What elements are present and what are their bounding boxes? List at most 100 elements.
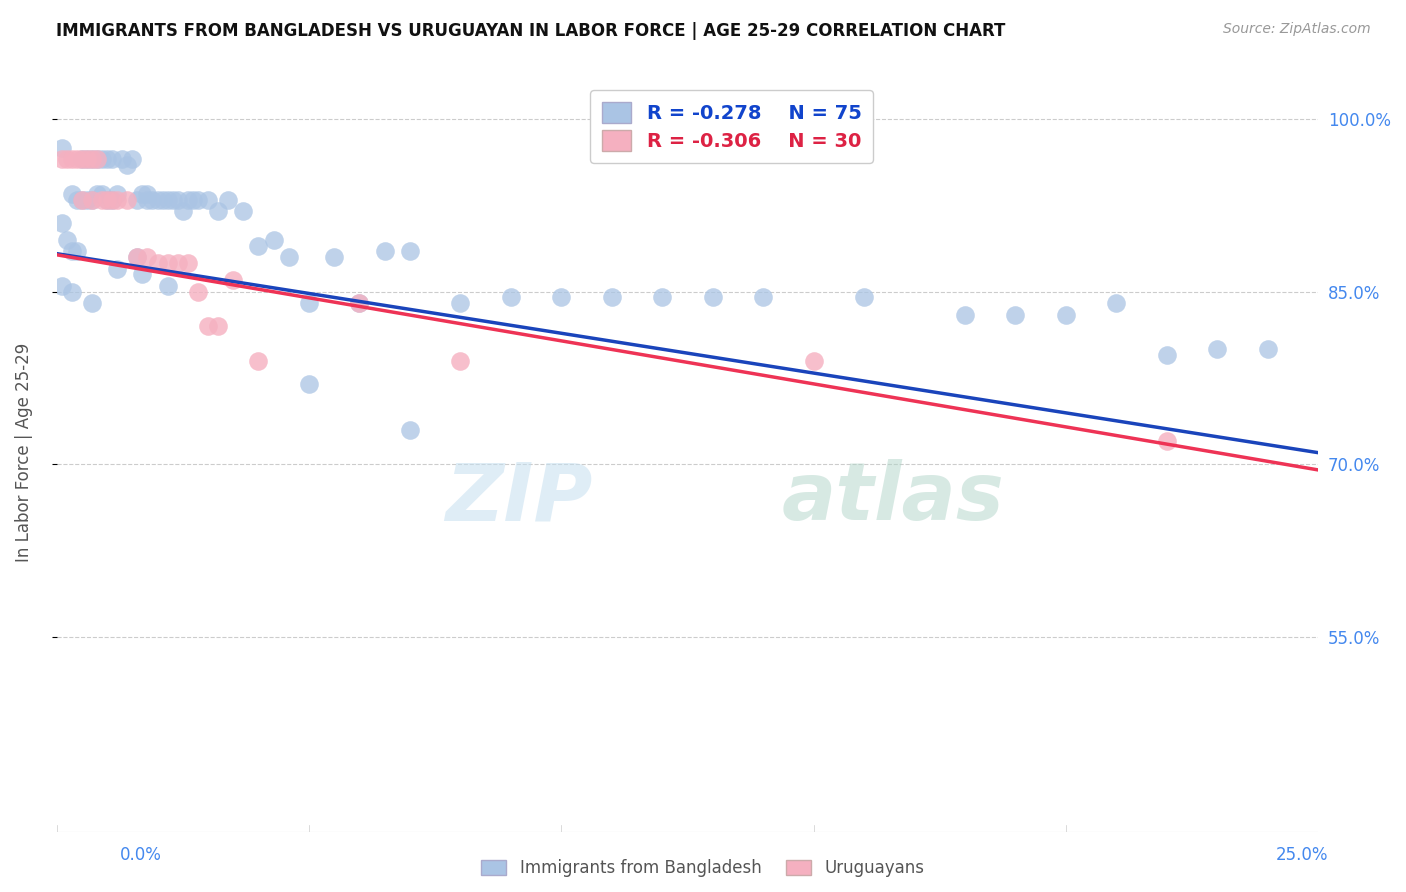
Point: [1257, 342, 1279, 356]
Point: [55, 153, 77, 167]
Point: [702, 290, 724, 304]
Point: [156, 256, 179, 270]
Point: [80, 296, 103, 310]
Point: [80, 193, 103, 207]
Point: [207, 319, 229, 334]
Point: [141, 193, 163, 207]
Point: [136, 193, 159, 207]
Point: [146, 256, 169, 270]
Point: [76, 193, 98, 207]
Point: [51, 153, 73, 167]
Point: [60, 244, 83, 259]
Point: [181, 193, 204, 207]
Point: [651, 290, 673, 304]
Point: [136, 250, 159, 264]
Point: [66, 153, 89, 167]
Point: [1156, 434, 1178, 449]
Point: [1105, 296, 1128, 310]
Point: [86, 153, 108, 167]
Point: [399, 244, 422, 259]
Point: [96, 193, 118, 207]
Point: [600, 290, 623, 304]
Point: [80, 153, 103, 167]
Point: [197, 319, 219, 334]
Point: [752, 290, 775, 304]
Point: [1206, 342, 1229, 356]
Point: [76, 153, 98, 167]
Point: [449, 353, 471, 368]
Point: [51, 216, 73, 230]
Point: [263, 233, 285, 247]
Point: [374, 244, 396, 259]
Point: [60, 153, 83, 167]
Point: [499, 290, 522, 304]
Point: [66, 244, 89, 259]
Point: [127, 250, 149, 264]
Point: [101, 193, 124, 207]
Point: [156, 193, 179, 207]
Text: IMMIGRANTS FROM BANGLADESH VS URUGUAYAN IN LABOR FORCE | AGE 25-29 CORRELATION C: IMMIGRANTS FROM BANGLADESH VS URUGUAYAN …: [56, 22, 1005, 40]
Point: [86, 153, 108, 167]
Point: [232, 204, 254, 219]
Point: [349, 296, 371, 310]
Point: [91, 153, 114, 167]
Point: [131, 268, 153, 282]
Point: [91, 186, 114, 201]
Point: [111, 153, 134, 167]
Point: [166, 193, 188, 207]
Text: 25.0%: 25.0%: [1277, 846, 1329, 863]
Point: [80, 193, 103, 207]
Point: [222, 273, 245, 287]
Text: Source: ZipAtlas.com: Source: ZipAtlas.com: [1223, 22, 1371, 37]
Point: [60, 186, 83, 201]
Point: [86, 186, 108, 201]
Point: [127, 193, 149, 207]
Point: [349, 296, 371, 310]
Point: [51, 278, 73, 293]
Point: [121, 153, 143, 167]
Point: [187, 193, 209, 207]
Point: [156, 278, 179, 293]
Point: [91, 193, 114, 207]
Point: [80, 153, 103, 167]
Point: [1156, 348, 1178, 362]
Point: [803, 353, 825, 368]
Point: [66, 193, 89, 207]
Point: [70, 193, 93, 207]
Point: [101, 193, 124, 207]
Point: [105, 186, 128, 201]
Y-axis label: In Labor Force | Age 25-29: In Labor Force | Age 25-29: [15, 343, 32, 562]
Point: [449, 296, 471, 310]
Point: [166, 256, 188, 270]
Text: atlas: atlas: [782, 459, 1005, 537]
Point: [197, 193, 219, 207]
Point: [96, 193, 118, 207]
Point: [70, 153, 93, 167]
Point: [152, 193, 174, 207]
Point: [247, 238, 270, 252]
Point: [136, 186, 159, 201]
Point: [105, 261, 128, 276]
Point: [172, 204, 194, 219]
Point: [101, 153, 124, 167]
Text: ZIP: ZIP: [446, 459, 593, 537]
Point: [298, 376, 321, 391]
Legend: Immigrants from Bangladesh, Uruguayans: Immigrants from Bangladesh, Uruguayans: [475, 853, 931, 884]
Point: [277, 250, 299, 264]
Point: [177, 256, 200, 270]
Text: 0.0%: 0.0%: [120, 846, 162, 863]
Point: [51, 141, 73, 155]
Point: [953, 308, 976, 322]
Point: [853, 290, 876, 304]
Point: [70, 153, 93, 167]
Point: [187, 285, 209, 299]
Point: [399, 423, 422, 437]
Point: [550, 290, 572, 304]
Point: [127, 250, 149, 264]
Point: [177, 193, 200, 207]
Point: [60, 285, 83, 299]
Legend: R = -0.278    N = 75, R = -0.306    N = 30: R = -0.278 N = 75, R = -0.306 N = 30: [591, 90, 873, 163]
Point: [55, 233, 77, 247]
Point: [131, 186, 153, 201]
Point: [105, 193, 128, 207]
